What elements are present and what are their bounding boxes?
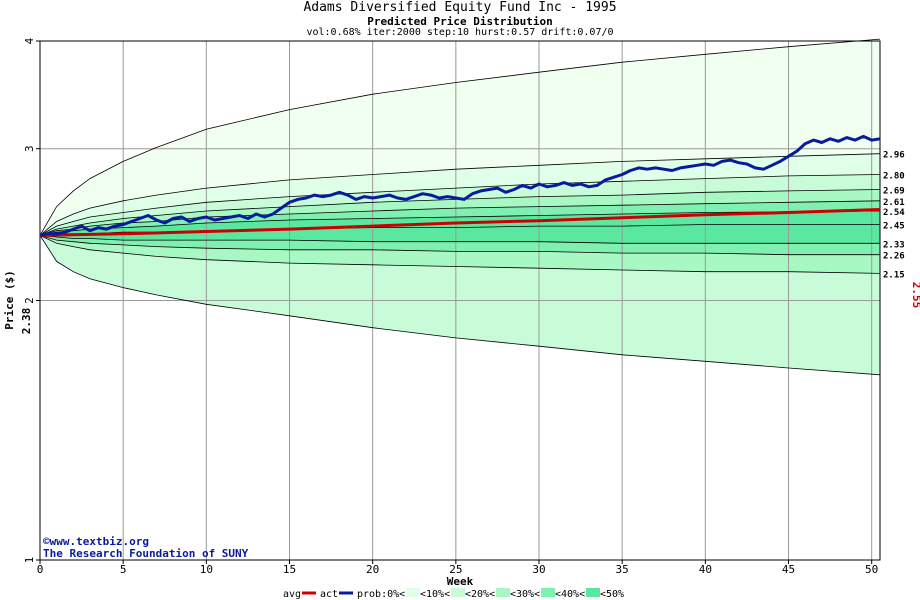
chart-parameters: vol:0.68% iter:2000 step:10 hurst:0.57 d… [306, 27, 614, 38]
percentile-line-10 [39, 235, 881, 376]
legend-label-6: <40%< [555, 589, 585, 600]
probability-band-1 [40, 153, 880, 236]
probability-band-0 [40, 39, 880, 236]
average-price-line [39, 208, 881, 237]
percentile-label-9: 2.15 [883, 270, 905, 280]
percentile-label-7: 2.33 [883, 240, 905, 250]
legend-label-4: <20%< [465, 589, 495, 600]
legend-label-0: avg [283, 589, 301, 600]
percentile-line-8 [39, 235, 880, 256]
x-axis-label: Week [447, 575, 474, 588]
probability-band-9 [40, 235, 880, 375]
chart-subtitle: Predicted Price Distribution [367, 15, 553, 28]
y-axis-label: Price ($) [3, 270, 16, 330]
percentile-line-2 [39, 174, 881, 236]
percentile-line-1 [39, 153, 881, 236]
legend-swatch-6 [586, 588, 600, 597]
x-tick-label-50: 50 [865, 563, 878, 576]
percentile-line-5 [39, 210, 881, 236]
legend-swatch-3 [451, 588, 465, 597]
percentile-label-4: 2.61 [883, 198, 905, 208]
x-axis-ticks: 0 5 10 15 20 25 30 35 40 45 50 [37, 560, 878, 576]
y-tick-label-2: 2 [23, 297, 36, 304]
x-tick-label-20: 20 [366, 563, 379, 576]
percentile-label-2: 2.80 [883, 172, 905, 182]
legend-label-7: <50% [600, 589, 624, 600]
probability-band-3 [40, 189, 880, 236]
probability-band-6 [40, 224, 880, 244]
x-tick-label-0: 0 [37, 563, 44, 576]
x-tick-label-45: 45 [782, 563, 795, 576]
x-tick-label-35: 35 [616, 563, 629, 576]
percentile-labels: 2.96 2.80 2.692.612.54 2.45 2.33 2.26 2.15 [883, 151, 905, 281]
end-average-label: 2.55 [910, 282, 920, 309]
legend: avg act prob:0%< <10%< <20%< <30%< <40%< <50% [283, 588, 624, 600]
legend-swatch-2 [406, 588, 420, 597]
percentile-line-9 [39, 235, 881, 274]
legend-label-2: prob:0%< [357, 589, 405, 600]
x-tick-label-25: 25 [449, 563, 462, 576]
y-tick-label-3: 3 [23, 145, 36, 152]
y-axis-ticks: 1 2 3 4 [23, 37, 40, 563]
chart-title: Adams Diversified Equity Fund Inc - 1995 [303, 0, 617, 15]
start-price-label: 2.38 [20, 308, 33, 335]
x-tick-label-5: 5 [120, 563, 127, 576]
legend-label-3: <10%< [420, 589, 450, 600]
probability-band-8 [40, 235, 880, 274]
percentile-label-1: 2.96 [883, 151, 905, 161]
x-tick-label-40: 40 [699, 563, 712, 576]
legend-swatch-4 [496, 588, 510, 597]
y-tick-label-1: 1 [23, 557, 36, 564]
watermark-organization: The Research Foundation of SUNY [43, 547, 249, 560]
legend-label-1: act [320, 589, 338, 600]
actual-price-line [39, 134, 881, 237]
x-tick-label-30: 30 [532, 563, 545, 576]
percentile-label-5: 2.54 [883, 208, 905, 218]
x-tick-label-15: 15 [283, 563, 296, 576]
probability-band-4 [40, 200, 880, 236]
y-tick-label-4: 4 [23, 37, 36, 44]
percentile-line-7 [39, 235, 880, 244]
percentile-line-0 [39, 38, 881, 236]
legend-label-5: <30%< [510, 589, 540, 600]
legend-swatch-5 [541, 588, 555, 597]
watermark-url: ©www.textbiz.org [43, 535, 149, 548]
percentile-label-8: 2.26 [883, 252, 905, 262]
percentile-line-3 [39, 189, 881, 236]
percentile-label-6: 2.45 [883, 222, 905, 232]
probability-band-2 [40, 174, 880, 236]
data-series [39, 134, 881, 237]
percentile-label-3: 2.69 [883, 187, 905, 197]
x-tick-label-10: 10 [200, 563, 213, 576]
